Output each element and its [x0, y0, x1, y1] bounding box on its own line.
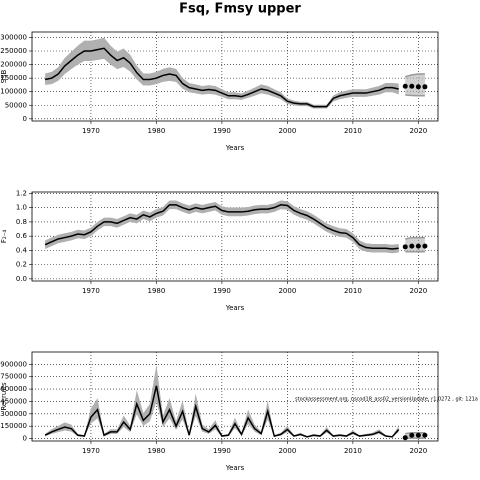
y-axis-label: SSB	[0, 69, 8, 83]
projection-point	[415, 432, 421, 438]
projection-point	[422, 84, 428, 90]
projection-point	[422, 243, 428, 249]
panel: 1970 1980 1990 2000 2010 2020 0 150000 300000 450…	[0, 351, 478, 472]
y-axis-label: F₂₋₄	[0, 230, 8, 244]
projection-bound	[405, 94, 425, 97]
y-tick-label: 0.0	[16, 275, 27, 283]
plot-frame	[31, 31, 439, 122]
x-tick-label: 2000	[278, 287, 296, 295]
x-tick-label: 1980	[148, 287, 166, 295]
x-tick-label: 2010	[344, 127, 362, 135]
plot-frame	[31, 351, 439, 442]
y-tick-label: 750000	[0, 373, 27, 381]
projection-point	[415, 243, 421, 249]
x-tick-label: 1990	[213, 287, 231, 295]
confidence-band	[405, 237, 425, 252]
x-tick-label: 2010	[344, 287, 362, 295]
estimate-line	[44, 47, 399, 108]
projection-point	[402, 244, 408, 250]
x-tick-label: 1990	[213, 447, 231, 455]
x-tick-label: 2020	[409, 287, 427, 295]
projection-point	[402, 83, 408, 89]
projection-bound	[405, 236, 425, 240]
y-tick-label: 0.4	[16, 246, 28, 254]
x-tick-label: 2020	[409, 447, 427, 455]
x-tick-label: 2000	[278, 127, 296, 135]
projection-point	[402, 435, 408, 441]
y-tick-label: 150000	[0, 422, 27, 430]
y-tick-label: 0.2	[16, 261, 27, 269]
y-tick-label: 250000	[0, 47, 27, 55]
y-tick-label: 300000	[0, 410, 27, 418]
x-tick-label: 1980	[148, 447, 166, 455]
plot-frame	[31, 191, 439, 282]
chart-title: Fsq, Fmsy upper	[179, 2, 301, 17]
projection-point	[422, 432, 428, 438]
x-axis-label: Years	[225, 144, 245, 152]
y-tick-label: 150000	[0, 74, 27, 82]
projection-point	[409, 432, 415, 438]
projection-bound	[405, 432, 425, 435]
projection-point	[415, 84, 421, 90]
confidence-band	[45, 37, 399, 109]
y-tick-label: 0.6	[16, 232, 28, 240]
panel: 1970 1980 1990 2000 2010 2020 0.0 0.2 0.4 0.6 0.8 1…	[0, 189, 439, 312]
x-tick-label: 1990	[213, 127, 231, 135]
y-tick-label: 450000	[0, 397, 27, 405]
y-tick-label: 1.2	[16, 189, 27, 197]
confidence-band	[405, 74, 425, 96]
panel: 1970 1980 1990 2000 2010 2020 0 50000 100000 1500…	[0, 31, 439, 152]
y-tick-label: 0	[23, 115, 27, 123]
x-tick-label: 1970	[82, 127, 100, 135]
x-tick-label: 2020	[409, 127, 427, 135]
y-tick-label: 600000	[0, 385, 27, 393]
x-tick-label: 1970	[82, 287, 100, 295]
x-tick-label: 1970	[82, 447, 100, 455]
projection-point	[409, 83, 415, 89]
estimate-line	[44, 385, 400, 438]
y-tick-label: 200000	[0, 61, 27, 69]
y-tick-label: 0	[23, 435, 27, 443]
x-tick-label: 2000	[278, 447, 296, 455]
y-tick-label: 900000	[0, 360, 27, 368]
y-tick-label: 300000	[0, 33, 27, 41]
x-tick-label: 2010	[344, 447, 362, 455]
estimate-line	[44, 204, 399, 250]
projection-point	[409, 243, 415, 249]
x-tick-label: 1980	[148, 127, 166, 135]
x-axis-label: Years	[225, 304, 245, 312]
y-tick-label: 1.0	[16, 204, 27, 212]
y-axis-label: Recruits	[0, 382, 8, 411]
y-tick-label: 100000	[0, 88, 27, 96]
projection-bound	[405, 73, 425, 78]
y-tick-label: 0.8	[16, 218, 27, 226]
y-tick-label: 50000	[5, 101, 27, 109]
x-axis-label: Years	[225, 464, 245, 472]
confidence-band	[45, 200, 399, 254]
annotation: stockassessment.org, nscod18_ass02_versi…	[295, 397, 478, 403]
